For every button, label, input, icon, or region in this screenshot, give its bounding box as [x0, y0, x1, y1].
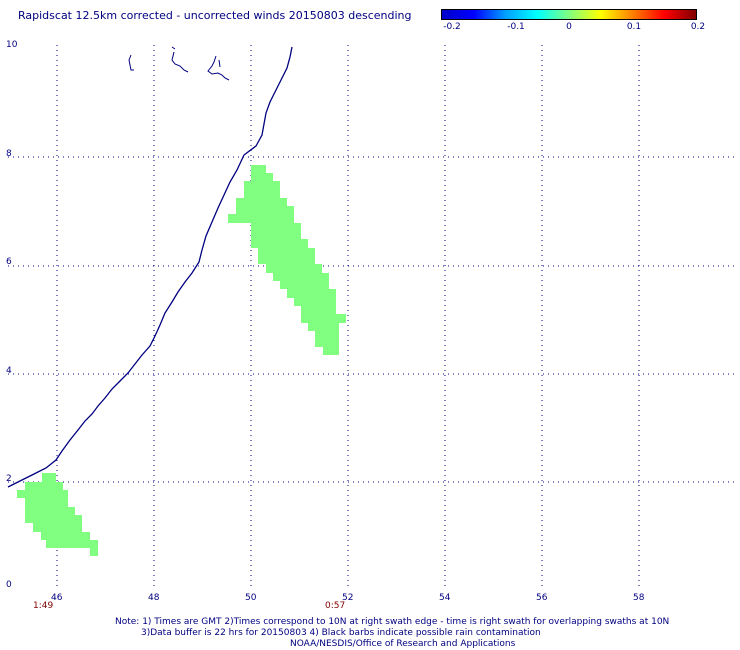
note-line-1: Note: 1) Times are GMT 2)Times correspon… — [115, 617, 670, 627]
swath-cell — [308, 323, 339, 331]
lon-label-48: 48 — [148, 593, 160, 603]
colorbar-label-neg: -0.1 — [507, 22, 525, 32]
gridlines — [8, 45, 735, 590]
swath-cell — [280, 281, 329, 289]
swath-cell — [273, 273, 329, 281]
lat-label-2: 2 — [6, 474, 12, 484]
lon-label-56: 56 — [536, 593, 548, 603]
note-line-3: NOAA/NESDIS/Office of Research and Appli… — [290, 639, 516, 649]
swath-cell — [41, 532, 90, 540]
swath-cell — [258, 256, 315, 264]
lat-label-4: 4 — [6, 366, 12, 376]
swath-cell — [287, 289, 336, 298]
lat-label-6: 6 — [6, 257, 12, 267]
swath-cell — [301, 306, 336, 314]
swath-cell — [18, 490, 68, 498]
lon-label-46: 46 — [51, 593, 63, 603]
swath-cell — [17, 490, 25, 498]
island-3 — [207, 55, 230, 81]
colorbar — [441, 9, 697, 20]
swath-cell — [251, 165, 266, 173]
swath-cell — [251, 231, 301, 239]
swath-cell — [323, 347, 339, 355]
colorbar-label-pos: 0.1 — [626, 22, 642, 32]
swath-cell — [42, 473, 56, 482]
lat-label-8: 8 — [6, 149, 12, 159]
lon-label-54: 54 — [439, 593, 451, 603]
swath-cell — [25, 482, 63, 490]
lon-label-52: 52 — [342, 593, 354, 603]
swath-cell — [294, 298, 336, 306]
swath-cell — [33, 523, 82, 532]
swath-cell — [266, 264, 322, 273]
island-group — [128, 46, 230, 81]
swath-cell — [48, 540, 98, 548]
swath-cell — [236, 198, 287, 206]
swath-cells — [17, 165, 346, 556]
time-label-left: 1:49 — [33, 601, 54, 611]
time-label-right: 0:57 — [325, 601, 346, 611]
swath-cell — [258, 248, 315, 256]
swath-cell — [244, 181, 280, 189]
colorbar-label-zero: 0 — [566, 22, 572, 32]
swath-cell — [236, 206, 294, 214]
chart-title: Rapidscat 12.5km corrected - uncorrected… — [18, 9, 412, 22]
note-line-2: 3)Data buffer is 22 hrs for 20150803 4) … — [141, 628, 541, 638]
swath-cell — [90, 548, 98, 556]
swath-cell — [251, 239, 308, 248]
swath-cell — [251, 223, 301, 231]
lat-label-0: 0 — [6, 580, 12, 590]
swath-cell — [251, 173, 273, 181]
lat-label-10: 10 — [6, 40, 18, 50]
swath-cell — [25, 507, 75, 515]
swath-cell — [228, 214, 294, 223]
coastline — [7, 46, 293, 488]
swath-cell — [301, 314, 346, 323]
swath-cell — [315, 331, 339, 339]
island-2 — [171, 46, 189, 73]
lon-label-58: 58 — [633, 593, 645, 603]
lon-label-50: 50 — [245, 593, 257, 603]
island-1 — [128, 54, 134, 71]
swath-cell — [315, 339, 339, 347]
colorbar-label-max: 0.2 — [690, 22, 706, 32]
swath-cell — [244, 189, 280, 198]
swath-cell — [25, 498, 68, 507]
swath-cell — [25, 515, 82, 523]
swath-cell — [46, 540, 54, 548]
colorbar-label-min: -0.2 — [443, 22, 461, 32]
